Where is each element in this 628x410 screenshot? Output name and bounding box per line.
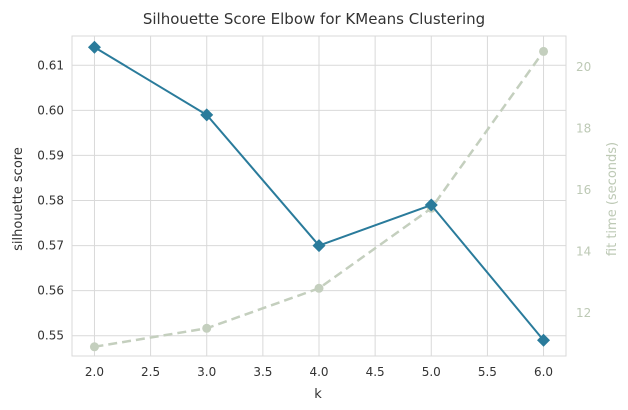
silhouette-score-series xyxy=(87,40,551,347)
x-tick-label: 2.0 xyxy=(85,365,104,379)
x-axis-label: k xyxy=(314,387,322,402)
series-layer xyxy=(87,40,551,352)
y2-tick-label: 16 xyxy=(576,183,591,197)
plot-frame xyxy=(71,35,567,357)
y-axis-label: silhouette score xyxy=(11,147,26,251)
x-tick-label: 2.5 xyxy=(141,365,160,379)
y2-tick-label: 18 xyxy=(576,121,591,135)
y2-tick-label: 12 xyxy=(576,306,591,320)
x-tick-label: 6.0 xyxy=(534,365,553,379)
chart-title: Silhouette Score Elbow for KMeans Cluste… xyxy=(143,10,485,28)
fit-time-point xyxy=(539,46,549,56)
tick-labels: 2.0 2.5 3.0 3.5 4.0 4.5 5.0 5.5 6.0 0.55 0.56 0.57 0… xyxy=(37,58,591,379)
x-tick-label: 5.0 xyxy=(422,365,441,379)
fit-time-point xyxy=(89,342,99,352)
y2-tick-label: 14 xyxy=(576,244,591,258)
y-tick-label: 0.59 xyxy=(37,148,64,162)
x-tick-label: 4.5 xyxy=(366,365,385,379)
y-tick-label: 0.56 xyxy=(37,284,64,298)
silhouette-score-point xyxy=(537,333,551,347)
y-tick-label: 0.60 xyxy=(37,103,64,117)
y2-tick-label: 20 xyxy=(576,60,591,74)
silhouette-score-point xyxy=(312,239,326,253)
fit-time-point xyxy=(314,283,324,293)
x-tick-label: 5.5 xyxy=(478,365,497,379)
x-tick-label: 3.0 xyxy=(197,365,216,379)
fit-time-point xyxy=(202,323,212,333)
fit-time-series xyxy=(89,46,549,352)
y-tick-label: 0.57 xyxy=(37,239,64,253)
silhouette-score-point xyxy=(424,198,438,212)
grid xyxy=(72,36,566,356)
silhouette-score-point xyxy=(87,40,101,54)
y2-axis-label: fit time (seconds) xyxy=(605,142,620,256)
y-tick-label: 0.58 xyxy=(37,194,64,208)
silhouette-score-point xyxy=(200,108,214,122)
y-tick-label: 0.55 xyxy=(37,329,64,343)
y-tick-label: 0.61 xyxy=(37,58,64,72)
x-tick-label: 3.5 xyxy=(253,365,272,379)
x-tick-label: 4.0 xyxy=(309,365,328,379)
